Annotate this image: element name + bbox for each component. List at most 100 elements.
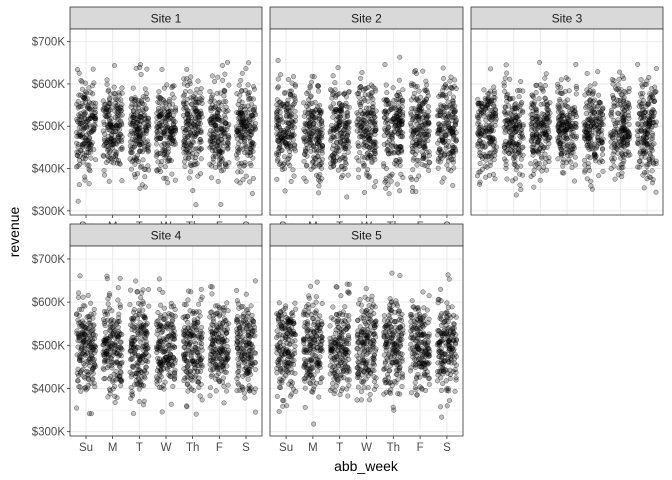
data-point	[165, 180, 171, 186]
data-point	[649, 168, 655, 174]
data-point	[192, 123, 198, 129]
data-point	[542, 75, 548, 81]
data-point	[308, 148, 314, 154]
data-point	[77, 354, 83, 360]
data-point	[239, 70, 245, 76]
data-point	[92, 384, 98, 390]
data-point	[409, 149, 415, 155]
data-point	[136, 399, 142, 405]
data-point	[251, 86, 257, 92]
data-point	[138, 71, 144, 77]
data-point	[635, 136, 641, 142]
data-point	[436, 112, 442, 118]
data-point	[80, 361, 86, 367]
data-point	[196, 363, 202, 369]
data-point	[208, 329, 214, 335]
data-point	[247, 106, 253, 112]
data-point	[172, 119, 178, 125]
data-point	[109, 156, 115, 162]
data-point	[135, 126, 141, 132]
data-point	[449, 149, 455, 155]
data-point	[156, 89, 162, 95]
data-point	[189, 163, 195, 169]
data-point	[117, 302, 123, 308]
data-point	[515, 113, 521, 119]
data-point	[453, 138, 459, 144]
data-point	[112, 95, 118, 101]
data-point	[610, 158, 616, 164]
data-point	[360, 111, 366, 117]
data-point	[180, 314, 186, 320]
data-point	[414, 148, 420, 154]
data-point	[357, 150, 363, 156]
data-point	[608, 166, 614, 172]
data-point	[565, 104, 571, 110]
data-point	[181, 106, 187, 112]
data-point	[193, 146, 199, 152]
data-point	[90, 323, 96, 329]
data-point	[85, 329, 91, 335]
data-point	[188, 118, 194, 124]
data-point	[393, 111, 399, 117]
data-points	[73, 59, 259, 208]
data-point	[168, 158, 174, 164]
data-point	[76, 320, 82, 326]
data-point	[236, 82, 242, 88]
data-point	[186, 151, 192, 157]
data-point	[155, 99, 161, 105]
data-point	[215, 74, 221, 80]
data-point	[195, 109, 201, 115]
data-point	[127, 302, 133, 308]
data-point	[411, 69, 417, 75]
data-point	[287, 104, 293, 110]
data-point	[311, 121, 317, 127]
data-point	[453, 86, 459, 92]
data-point	[397, 188, 403, 194]
data-point	[208, 97, 215, 103]
data-point	[501, 83, 507, 89]
data-point	[301, 113, 307, 119]
data-point	[164, 122, 170, 128]
data-point	[86, 99, 92, 105]
data-point	[249, 190, 255, 197]
data-point	[644, 169, 650, 175]
data-point	[487, 66, 494, 72]
data-point	[133, 323, 139, 329]
data-point	[207, 393, 213, 399]
data-point	[142, 346, 148, 352]
data-point	[217, 306, 223, 312]
data-point	[128, 374, 134, 380]
data-point	[101, 167, 107, 174]
data-point	[207, 88, 213, 95]
data-point	[75, 98, 81, 105]
data-point	[642, 140, 648, 146]
data-point	[225, 134, 231, 140]
data-point	[245, 82, 251, 88]
data-point	[644, 102, 650, 108]
data-point	[102, 318, 108, 324]
data-point	[196, 301, 202, 307]
data-point	[491, 84, 497, 90]
data-point	[183, 127, 189, 133]
data-point	[130, 318, 136, 324]
data-point	[358, 75, 364, 81]
data-point	[139, 383, 145, 389]
data-point	[373, 108, 379, 114]
data-point	[447, 90, 453, 96]
data-point	[209, 73, 216, 79]
data-point	[285, 145, 291, 151]
data-point	[408, 112, 414, 118]
data-point	[168, 324, 174, 330]
data-point	[132, 96, 138, 102]
data-point	[626, 115, 632, 121]
data-point	[142, 86, 148, 92]
data-point	[513, 192, 519, 198]
data-point	[180, 125, 186, 132]
data-point	[195, 78, 201, 84]
data-point	[159, 112, 165, 118]
data-point	[384, 127, 390, 133]
data-point	[75, 373, 81, 379]
data-point	[218, 325, 224, 331]
data-point	[193, 411, 199, 417]
data-point	[234, 91, 240, 97]
